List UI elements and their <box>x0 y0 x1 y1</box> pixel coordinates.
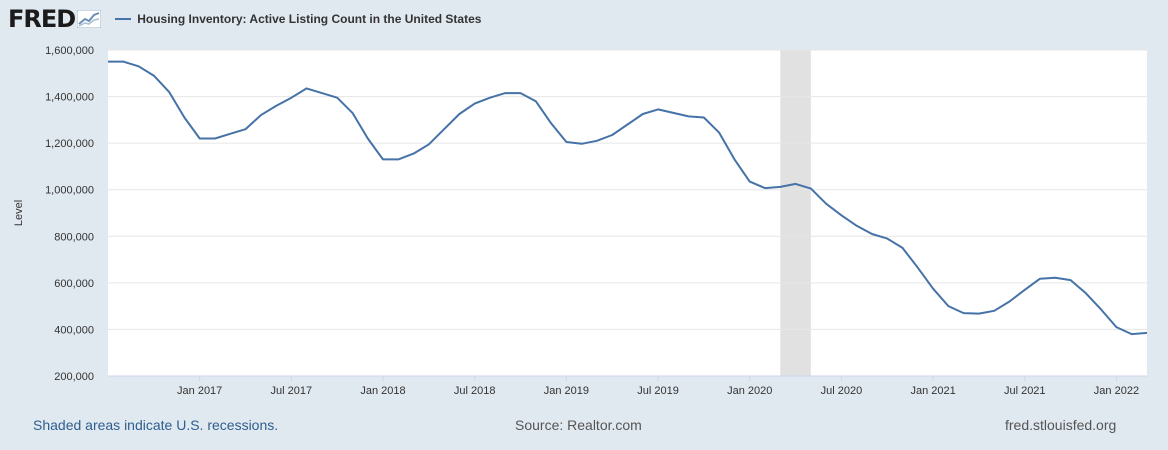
x-tick-label: Jul 2018 <box>454 385 496 397</box>
site-link[interactable]: fred.stlouisfed.org <box>1005 417 1117 433</box>
line-chart: 200,000 400,000 600,000 800,000 1,000,000 1,2… <box>13 45 1148 397</box>
y-tick-label: 1,400,000 <box>45 92 94 104</box>
y-tick-label: 1,200,000 <box>45 138 94 150</box>
legend-line-swatch <box>115 18 132 20</box>
chart-legend: Housing Inventory: Active Listing Count … <box>115 12 481 26</box>
x-tick-label: Jan 2019 <box>544 385 589 397</box>
x-tick-label: Jan 2017 <box>177 385 222 397</box>
recession-band <box>780 50 811 376</box>
y-tick-label: 800,000 <box>54 231 94 243</box>
fred-logo[interactable]: FRED <box>8 5 102 33</box>
y-tick-label: 600,000 <box>54 278 94 290</box>
plot-area <box>108 50 1147 376</box>
legend-series-label: Housing Inventory: Active Listing Count … <box>137 12 482 26</box>
fred-graph-icon <box>77 10 102 28</box>
x-tick-label: Jan 2020 <box>727 385 772 397</box>
chart-header: FRED Housing Inventory: Active Listing C… <box>8 5 481 33</box>
x-tick-label: Jan 2021 <box>910 385 955 397</box>
x-tick-label: Jul 2020 <box>821 385 863 397</box>
x-tick-label: Jul 2019 <box>637 385 679 397</box>
x-tick-label: Jan 2022 <box>1094 385 1139 397</box>
y-tick-label: 1,600,000 <box>45 45 94 57</box>
y-tick-label: 1,000,000 <box>45 185 94 197</box>
recession-note: Shaded areas indicate U.S. recessions. <box>33 417 279 433</box>
x-tick-label: Jul 2021 <box>1004 385 1046 397</box>
y-tick-label: 200,000 <box>54 371 94 383</box>
series-line <box>108 60 1148 336</box>
y-axis-title: Level <box>13 200 25 226</box>
y-tick-label: 400,000 <box>54 324 94 336</box>
x-tick-label: Jul 2017 <box>271 385 313 397</box>
fred-logo-text: FRED <box>8 5 76 33</box>
x-tick-label: Jan 2018 <box>360 385 405 397</box>
source-note: Source: Realtor.com <box>515 417 642 433</box>
